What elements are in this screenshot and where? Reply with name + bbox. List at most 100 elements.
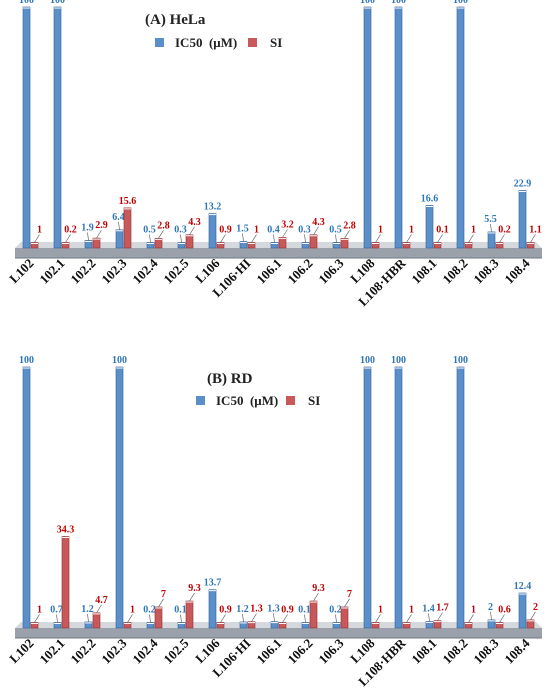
ic50-bar-15-leader: [490, 223, 492, 232]
x-tick-label-10: 106.3: [315, 635, 347, 667]
si-bar-13-leader: [437, 234, 443, 243]
x-tick-label-14: 108.2: [439, 636, 470, 667]
ic50-bar-12-label: 100: [391, 355, 406, 366]
ic50-bar-0: [22, 366, 31, 629]
ic50-bar-1-label: 0.7: [50, 605, 63, 616]
ic50-bar-5-label: 0.3: [174, 225, 187, 236]
ic50-bar-1-leader: [56, 614, 58, 623]
x-tick-label-3: 102.3: [98, 255, 130, 287]
si-bar-5-label: 9.3: [188, 583, 201, 594]
ic50-bar-15-label: 5.5: [484, 214, 497, 225]
ic50-bar-16-label: 22.9: [514, 178, 532, 189]
legend-label-ic50: IC50 (μM): [175, 35, 237, 50]
x-tick-label-5: 102.5: [160, 635, 192, 667]
ic50-bar-7-leader: [242, 233, 244, 242]
si-bar-6-leader: [220, 234, 226, 243]
si-bar-5: [185, 600, 194, 629]
ic50-bar-4-label: 0.2: [143, 605, 156, 616]
si-bar-12-label: 1: [409, 225, 414, 236]
ic50-bar-14: [456, 366, 465, 629]
ic50-bar-16: [518, 592, 527, 629]
si-bar-8-label: 0.9: [281, 605, 294, 616]
x-tick-label-14: 108.2: [439, 256, 470, 287]
chart-title: (A) HeLa: [145, 12, 206, 28]
x-tick-label-16: 108.4: [501, 255, 533, 287]
si-bar-5-label: 4.3: [188, 217, 201, 228]
si-bar-4-leader: [158, 598, 164, 608]
si-bar-9: [309, 600, 318, 629]
si-bar-1-leader: [65, 234, 71, 243]
ic50-bar-9-label: 0.1: [298, 605, 311, 616]
x-tick-label-2: 102.2: [67, 256, 98, 287]
ic50-bar-11: [363, 6, 372, 249]
x-tick-label-16: 108.4: [501, 635, 533, 667]
si-bar-10: [340, 606, 349, 629]
si-bar-7-label: 1: [254, 225, 259, 236]
si-bar-15-leader: [499, 234, 505, 243]
ic50-bar-13-label: 1.4: [422, 603, 435, 614]
ic50-bar-5-leader: [180, 234, 182, 243]
x-tick-label-5: 102.5: [160, 255, 192, 287]
ic50-bar-0-label: 100: [19, 0, 34, 6]
ic50-bar-15-leader: [490, 611, 492, 620]
si-bar-10-label: 2.8: [343, 220, 356, 231]
ic50-bar-8-leader: [273, 234, 275, 243]
ic50-bar-3: [115, 229, 124, 249]
x-tick-label-0: L102: [6, 636, 37, 667]
floor-front: [15, 248, 542, 258]
si-bar-11-label: 1: [378, 225, 383, 236]
si-bar-4: [154, 606, 163, 629]
si-bar-6-label: 0.9: [219, 225, 232, 236]
si-bar-2-leader: [96, 229, 102, 239]
ic50-bar-13-leader: [428, 613, 430, 622]
ic50-bar-0: [22, 6, 31, 249]
ic50-bar-1: [53, 6, 62, 249]
si-bar-3-label: 1: [130, 604, 135, 615]
ic50-bar-2-label: 1.2: [81, 604, 94, 615]
si-bar-3-label: 15.6: [119, 196, 137, 207]
ic50-bar-13-label: 16.6: [421, 193, 439, 204]
ic50-bar-4-label: 0.5: [143, 225, 156, 236]
ic50-bar-12-label: 100: [391, 0, 406, 6]
si-bar-9-label: 4.3: [312, 217, 325, 228]
ic50-bar-8-label: 1.3: [267, 604, 280, 615]
si-bar-10-label: 7: [347, 589, 352, 600]
floor-front: [15, 628, 542, 638]
si-bar-8-leader: [282, 229, 288, 238]
si-bar-15-label: 0.2: [498, 225, 511, 236]
si-bar-11-leader: [375, 234, 381, 243]
si-bar-5-leader: [189, 592, 195, 602]
chart-panel-0: (A) HeLa IC50 (μM) SI 100 1 L102 100 0.2 102.1 1.…: [6, 0, 542, 309]
x-tick-label-9: 106.2: [284, 636, 315, 667]
ic50-bar-8-label: 0.4: [267, 225, 280, 236]
legend-swatch-si: [286, 396, 295, 405]
ic50-bar-13: [425, 205, 434, 249]
ic50-bar-11-label: 100: [360, 0, 375, 6]
ic50-bar-3-label: 6.4: [112, 212, 125, 223]
si-bar-13-label: 0.1: [436, 225, 449, 236]
si-bar-12-label: 1: [409, 604, 414, 615]
ic50-bar-14-label: 100: [453, 0, 468, 6]
ic50-bar-2-leader: [87, 232, 89, 241]
si-bar-0-leader: [34, 234, 40, 243]
si-bar-0-label: 1: [37, 225, 42, 236]
x-tick-label-3: 102.3: [98, 635, 130, 667]
si-bar-7-leader: [251, 613, 257, 622]
si-bar-5-leader: [189, 226, 195, 235]
x-tick-label-8: 106.1: [253, 636, 284, 667]
ic50-bar-5-label: 0.1: [174, 605, 187, 616]
x-tick-label-2: 102.2: [67, 636, 98, 667]
ic50-bar-9-leader: [304, 614, 306, 623]
si-bar-14-leader: [468, 614, 474, 623]
ic50-bar-7-label: 1.2: [236, 604, 249, 615]
x-tick-label-1: 102.1: [36, 256, 67, 287]
ic50-bar-14-label: 100: [453, 355, 468, 366]
si-bar-4-leader: [158, 230, 164, 239]
si-bar-2-label: 2.9: [95, 220, 108, 231]
ic50-bar-10-leader: [335, 614, 337, 623]
ic50-bar-12: [394, 6, 403, 249]
si-bar-16-label: 1.1: [529, 224, 542, 235]
x-tick-label-15: 108.3: [470, 635, 502, 667]
legend-label-si: SI: [308, 393, 320, 408]
